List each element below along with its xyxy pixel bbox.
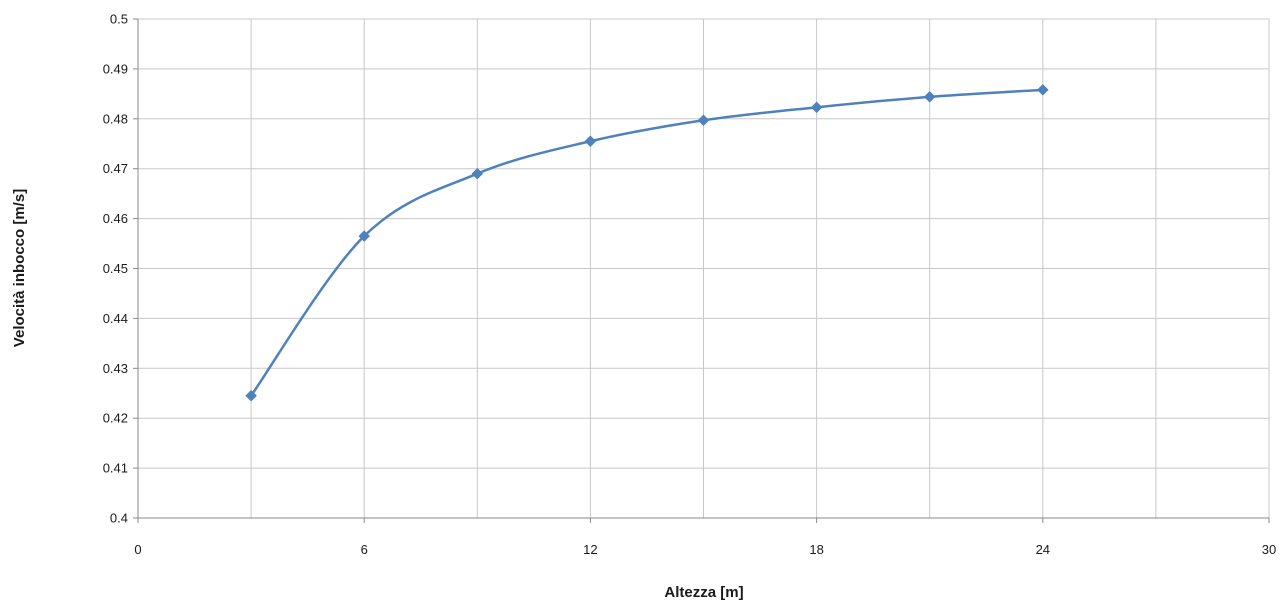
series-layer <box>245 84 1049 402</box>
grid <box>138 18 1270 518</box>
data-point <box>697 114 710 127</box>
y-tick-label: 0.44 <box>103 311 128 326</box>
y-tick-label: 0.43 <box>103 361 128 376</box>
x-tick-label: 12 <box>583 542 597 557</box>
data-point <box>584 135 597 148</box>
x-tick-label: 18 <box>809 542 823 557</box>
x-tick-label: 6 <box>361 542 368 557</box>
x-tick-label: 30 <box>1262 542 1276 557</box>
x-axis-title: Altezza [m] <box>664 584 743 601</box>
axes <box>133 18 1270 523</box>
data-point <box>1036 84 1049 96</box>
data-point <box>923 90 936 103</box>
y-tick-label: 0.5 <box>110 12 128 27</box>
data-point <box>471 167 484 180</box>
x-tick-label: 24 <box>1036 542 1050 557</box>
y-tick-label: 0.49 <box>103 61 128 76</box>
data-point <box>810 101 823 114</box>
y-tick-label: 0.47 <box>103 161 128 176</box>
tick-labels: 0.4 0.41 0.42 0.43 0.44 0.45 0.46 0.47 0.48 0.49 0… <box>103 12 1277 558</box>
y-tick-label: 0.41 <box>103 461 128 476</box>
y-tick-label: 0.45 <box>103 261 128 276</box>
y-tick-label: 0.46 <box>103 211 128 226</box>
data-point <box>245 389 257 402</box>
y-tick-label: 0.42 <box>103 411 128 426</box>
series-line <box>249 88 1045 397</box>
y-axis-title: Velocità inbocco [m/s] <box>11 189 28 347</box>
x-tick-label: 0 <box>134 542 141 557</box>
data-point <box>358 230 371 242</box>
y-tick-label: 0.4 <box>110 511 128 526</box>
y-tick-label: 0.48 <box>103 111 128 126</box>
